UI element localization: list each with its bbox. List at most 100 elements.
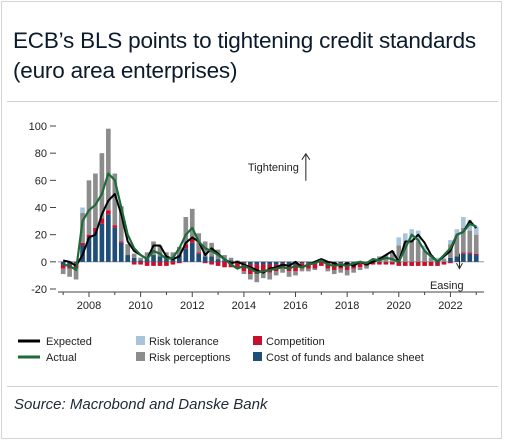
title-divider (7, 101, 498, 102)
bar-cost-of-funds (183, 248, 189, 262)
legend-label-cost-of-funds: Cost of funds and balance sheet (266, 352, 424, 364)
bar-risk-perceptions (312, 268, 318, 270)
bar-competition (383, 261, 389, 265)
bar-competition (222, 261, 227, 268)
legend-swatch-cost-of-funds (253, 352, 262, 361)
bar-competition (170, 261, 176, 265)
bar-competition (112, 225, 118, 228)
bar-cost-of-funds (93, 231, 98, 262)
bar-risk-perceptions (267, 272, 273, 280)
bar-cost-of-funds (202, 256, 208, 262)
bar-risk-perceptions (473, 234, 479, 254)
bar-competition (422, 261, 427, 266)
bar-cost-of-funds (67, 261, 72, 265)
bar-risk-tolerance (435, 257, 440, 260)
bar-competition (164, 261, 169, 266)
bar-cost-of-funds (254, 261, 260, 265)
legend-swatch-risk-tolerance (136, 336, 145, 345)
bar-risk-perceptions (422, 250, 427, 262)
chart: -20 0 20 40 60 80 100 2008 2010 2012 2014 2016 2018 2… (18, 121, 484, 364)
bar-risk-tolerance (80, 207, 85, 213)
bar-risk-perceptions (286, 271, 292, 277)
x-tick-label: 2014 (232, 300, 256, 312)
bar-risk-perceptions (370, 259, 376, 262)
bar-cost-of-funds (125, 255, 131, 262)
bar-cost-of-funds (60, 261, 66, 265)
bar-risk-perceptions (189, 208, 195, 239)
bar-competition (106, 210, 111, 215)
bar-cost-of-funds (177, 255, 182, 262)
bar-risk-perceptions (106, 128, 111, 211)
x-tick-label: 2010 (128, 300, 152, 312)
annotation-tightening: Tightening (248, 162, 299, 174)
bar-cost-of-funds (448, 257, 453, 262)
bar-competition (428, 261, 434, 266)
bar-risk-perceptions (151, 241, 156, 256)
bar-risk-perceptions (254, 274, 260, 283)
y-tick-label: 100 (29, 121, 47, 133)
bar-risk-perceptions (99, 153, 105, 219)
bar-risk-perceptions (125, 244, 131, 256)
bar-risk-tolerance (422, 245, 427, 251)
x-tick-label: 2018 (335, 300, 359, 312)
bar-risk-perceptions (306, 268, 311, 272)
bar-risk-perceptions (67, 268, 72, 277)
bar-cost-of-funds (286, 261, 292, 265)
bar-cost-of-funds (189, 242, 195, 262)
arrow-down-head-icon (456, 262, 463, 270)
bar-cost-of-funds (338, 261, 344, 264)
bar-competition (396, 261, 402, 266)
bar-risk-perceptions (260, 272, 266, 279)
bar-cost-of-funds (248, 261, 253, 265)
bar-competition (293, 264, 298, 272)
bar-risk-perceptions (293, 271, 298, 276)
bar-cost-of-funds (467, 253, 473, 262)
bar-competition (60, 264, 66, 269)
legend-label-risk-perceptions: Risk perceptions (149, 352, 231, 364)
bar-cost-of-funds (157, 256, 163, 262)
bar-risk-perceptions (73, 268, 79, 280)
bar-competition (299, 263, 305, 269)
bar-competition (319, 261, 324, 266)
bar-cost-of-funds (306, 261, 311, 264)
annotation-easing: Easing (430, 280, 464, 292)
bar-risk-perceptions (60, 268, 66, 275)
bar-competition (99, 218, 105, 224)
bar-risk-perceptions (144, 252, 150, 260)
bar-risk-perceptions (241, 271, 247, 275)
bar-risk-tolerance (402, 233, 408, 243)
x-tick-label: 2012 (180, 300, 204, 312)
bar-risk-perceptions (409, 240, 415, 262)
bar-competition (80, 242, 85, 246)
bar-competition (357, 263, 363, 268)
bar-competition (189, 238, 195, 243)
bar-risk-tolerance (473, 226, 479, 235)
bar-risk-perceptions (299, 268, 305, 272)
bar-risk-tolerance (461, 217, 466, 228)
bar-competition (131, 261, 137, 265)
bar-risk-perceptions (280, 268, 285, 273)
bar-cost-of-funds (293, 261, 298, 265)
bar-risk-perceptions (441, 259, 447, 262)
source-divider (7, 386, 498, 387)
bar-cost-of-funds (209, 256, 214, 262)
bar-risk-perceptions (390, 250, 395, 262)
arrow-up-head-icon (301, 152, 311, 161)
bar-cost-of-funds (215, 259, 221, 262)
bar-competition (183, 244, 189, 249)
bar-cost-of-funds (151, 255, 156, 262)
bar-risk-perceptions (131, 253, 137, 258)
bar-competition (441, 261, 447, 265)
bar-risk-perceptions (338, 268, 344, 273)
bar-risk-perceptions (138, 257, 143, 261)
bar-risk-perceptions (461, 227, 466, 253)
y-tick-label: 0 (41, 257, 47, 269)
bar-competition (260, 264, 266, 273)
bar-competition (118, 241, 124, 243)
legend-swatch-competition (253, 336, 262, 345)
bar-competition (448, 261, 453, 264)
bar-cost-of-funds (118, 242, 124, 262)
bar-risk-perceptions (415, 241, 421, 262)
bar-competition (196, 252, 202, 254)
bar-competition (280, 263, 285, 269)
